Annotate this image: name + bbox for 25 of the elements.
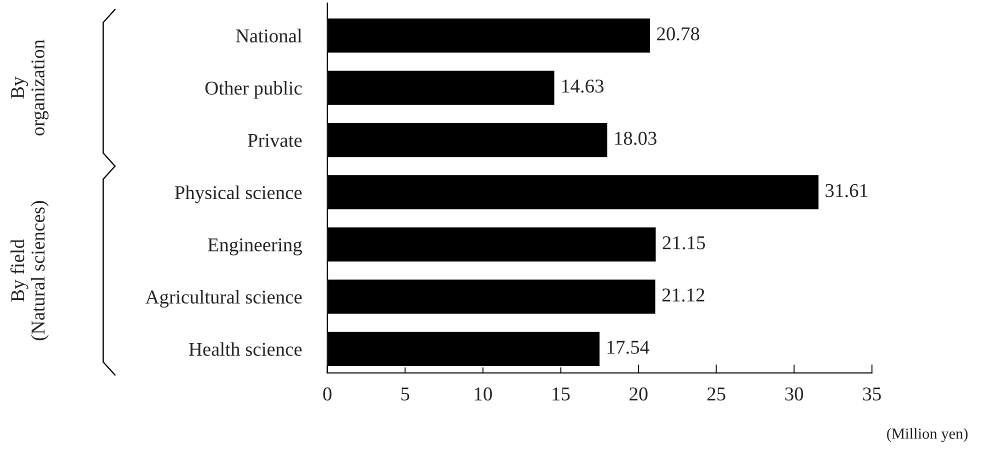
y-tick-label: Physical science	[174, 186, 302, 204]
data-label: 17.54	[608, 340, 650, 354]
y-tick-label: Other public	[205, 81, 302, 99]
data-label: 21.12	[662, 288, 704, 302]
text: (Million yen)	[887, 428, 968, 442]
text: By field (Natural sciences)	[10, 201, 49, 340]
x-tick-label: 35	[863, 387, 881, 401]
x-tick-label: 20	[630, 387, 648, 401]
x-tick-label: 30	[785, 387, 804, 401]
data-label: 20.78	[657, 27, 700, 40]
y-tick-label: Private	[248, 134, 302, 147]
x-tick-label: 5	[401, 388, 410, 401]
y-tick-label: Health science	[188, 342, 302, 356]
text: By organization	[11, 40, 48, 136]
y-tick-label: Engineering	[208, 238, 302, 256]
y-tick-label: Agricultural science	[145, 290, 302, 308]
x-tick-label: 25	[707, 387, 726, 401]
x-tick-label: 15	[552, 388, 570, 401]
data-label: 14.63	[562, 80, 604, 93]
data-label: 31.61	[826, 184, 868, 198]
data-label: 21.15	[662, 236, 705, 250]
x-tick-label: 0	[323, 387, 332, 401]
data-label: 18.03	[615, 132, 656, 145]
y-tick-label: National	[236, 28, 302, 42]
x-tick-label: 10	[474, 387, 492, 401]
